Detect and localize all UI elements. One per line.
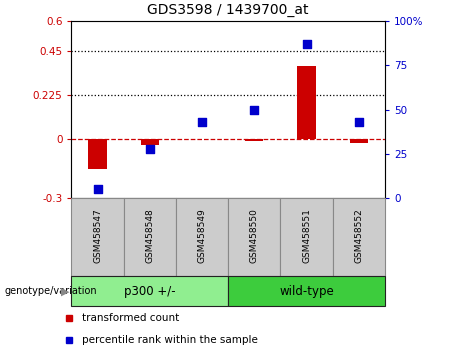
- Bar: [280, 198, 333, 276]
- Text: GSM458548: GSM458548: [145, 208, 154, 263]
- Point: [251, 107, 258, 113]
- Text: wild-type: wild-type: [279, 285, 334, 298]
- Text: genotype/variation: genotype/variation: [5, 286, 97, 296]
- Bar: [124, 198, 176, 276]
- Text: GSM458552: GSM458552: [355, 208, 363, 263]
- Title: GDS3598 / 1439700_at: GDS3598 / 1439700_at: [148, 4, 309, 17]
- Bar: [176, 198, 228, 276]
- Bar: [141, 139, 159, 145]
- Text: p300 +/-: p300 +/-: [124, 285, 176, 298]
- Bar: [228, 198, 280, 276]
- Point: [198, 119, 206, 125]
- Bar: [228, 276, 385, 306]
- Bar: [71, 198, 124, 276]
- Bar: [349, 139, 368, 143]
- Text: transformed count: transformed count: [82, 313, 179, 323]
- Point: [355, 119, 362, 125]
- Point: [303, 41, 310, 47]
- Text: GSM458549: GSM458549: [198, 208, 207, 263]
- Text: GSM458550: GSM458550: [250, 208, 259, 263]
- Bar: [245, 139, 264, 141]
- Text: ▶: ▶: [61, 286, 69, 296]
- Text: GSM458551: GSM458551: [302, 208, 311, 263]
- Point: [94, 187, 101, 192]
- Text: percentile rank within the sample: percentile rank within the sample: [82, 335, 258, 345]
- Point: [146, 146, 154, 152]
- Text: GSM458547: GSM458547: [93, 208, 102, 263]
- Bar: [333, 198, 385, 276]
- Bar: [89, 139, 106, 169]
- Bar: [297, 67, 316, 139]
- Bar: [71, 276, 228, 306]
